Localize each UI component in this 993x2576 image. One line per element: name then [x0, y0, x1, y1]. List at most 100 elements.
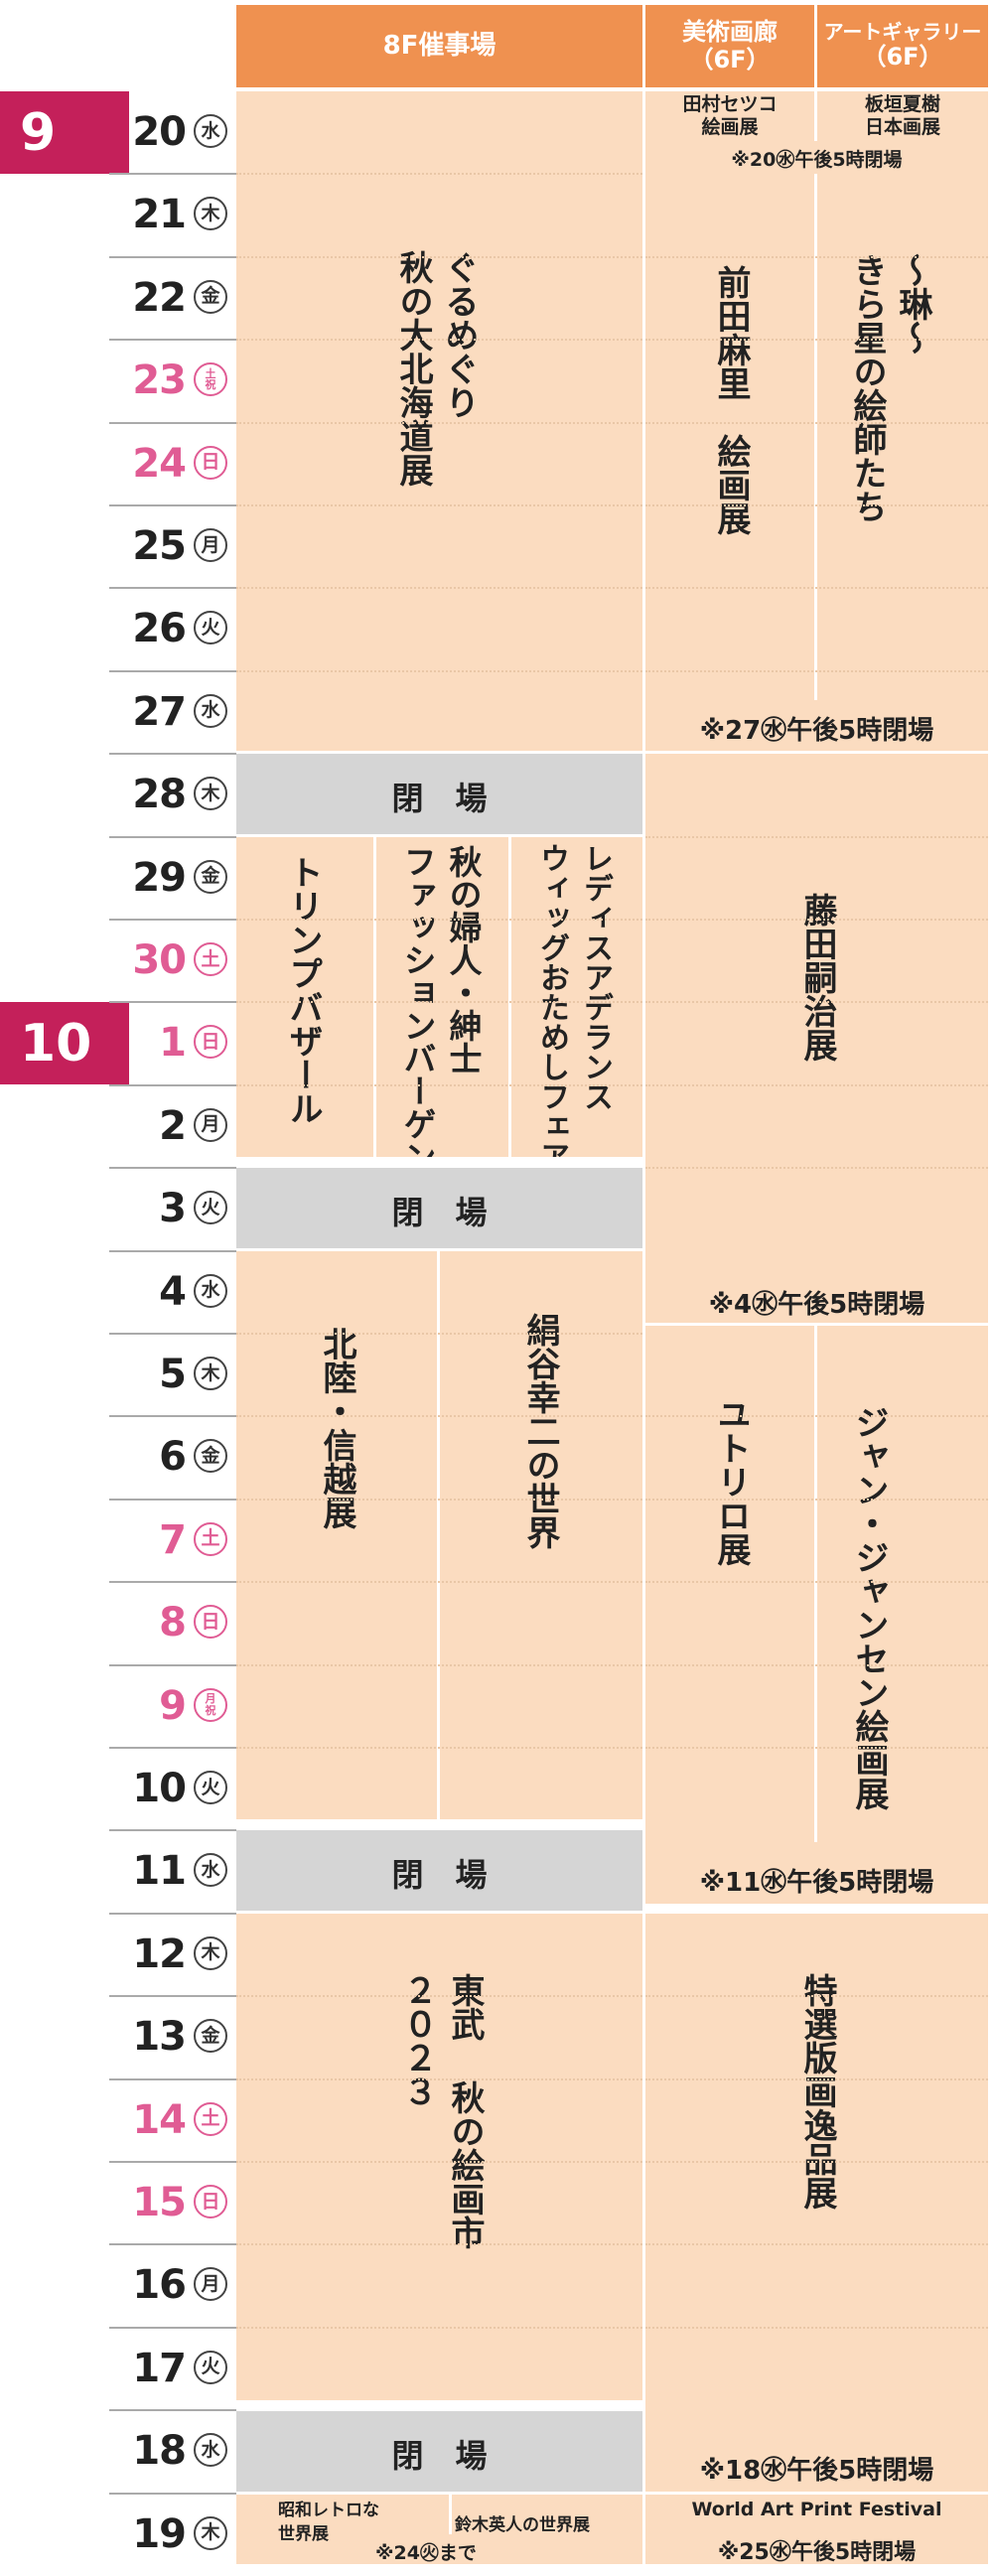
dotted-guide: [645, 421, 988, 424]
event-hokuriku: 北陸・信越展: [236, 1251, 437, 1819]
gallery-sep-a: [645, 1323, 988, 1326]
dotted-guide: [236, 2161, 642, 2163]
event-triumph: トリンプバザール: [236, 837, 373, 1157]
closed-18: 閉 場: [236, 2411, 642, 2492]
event-aderans: レディスアデランス ウィッグおためしフェア: [511, 837, 642, 1157]
dotted-guide: [645, 504, 988, 506]
dotted-guide: [236, 1663, 642, 1666]
row-divider: [109, 2243, 236, 2246]
event-kinuya: 絹谷幸二の世界: [440, 1251, 642, 1819]
weekday-badge: 土祝: [194, 362, 227, 397]
day-row: 11 水: [109, 1830, 233, 1913]
note-11: ※11㊌午後5時閉場: [699, 1868, 934, 1898]
row-divider: [109, 1001, 236, 1004]
row-divider: [109, 504, 236, 506]
note-20: ※20㊌午後5時閉場: [731, 149, 903, 171]
dotted-guide: [236, 919, 642, 921]
dotted-guide: [236, 1995, 642, 1998]
event-until-24: ※24㊋まで: [375, 2542, 477, 2564]
weekday-badge: 日: [194, 445, 227, 480]
row-divider: [109, 1747, 236, 1749]
dotted-guide: [645, 1001, 988, 1004]
weekday-badge: 月: [194, 1107, 227, 1142]
weekday-badge: 水: [194, 1853, 227, 1888]
dotted-guide: [236, 669, 642, 672]
dotted-guide: [236, 1333, 642, 1335]
day-number: 9: [159, 1682, 187, 1729]
weekday-badge: 月: [194, 528, 227, 562]
event-hokkaido: ぐるめぐり 秋の大北海道展: [236, 91, 642, 751]
day-row: 18 水: [109, 2410, 233, 2493]
weekday-badge: 土: [194, 2101, 227, 2136]
day-number: 1: [159, 1020, 187, 1067]
gallery-row-12-18: 特選版画逸品展 ※18㊌午後5時閉場: [645, 1914, 988, 2492]
header-8f-hall-label: 8F催事場: [382, 30, 496, 61]
row-divider: [109, 669, 236, 672]
event-tokusen: 特選版画逸品展: [797, 1973, 837, 2210]
row-divider: [109, 1498, 236, 1501]
dotted-guide: [645, 2077, 988, 2080]
weekday-badge: 月: [194, 2267, 227, 2302]
dotted-guide: [236, 1415, 642, 1418]
dotted-guide: [645, 587, 988, 590]
day-number: 4: [159, 1268, 187, 1315]
month-label-october: 10: [0, 1002, 129, 1084]
weekday-badge: 金: [194, 1439, 227, 1474]
dotted-guide: [645, 2243, 988, 2246]
day-number: 19: [132, 2510, 187, 2557]
closed-3: 閉 場: [236, 1168, 642, 1248]
row-divider: [109, 421, 236, 424]
day-number: 10: [132, 1766, 187, 1811]
dotted-guide: [645, 255, 988, 258]
day-row: 29 金: [109, 837, 233, 920]
weekday-badge: 日: [194, 1025, 227, 1060]
note-25: ※25㊌午後5時閉場: [717, 2540, 917, 2564]
closed-label: 閉 場: [391, 780, 488, 817]
gallery-divider-21: [814, 174, 817, 700]
row-divider: [109, 1083, 236, 1086]
weekday-badge: 木: [194, 1935, 227, 1970]
dotted-guide: [236, 1001, 642, 1004]
day-row: 16 月: [109, 2244, 233, 2327]
day-row: 14 土: [109, 2079, 233, 2162]
weekday-badge: 火: [194, 2350, 227, 2384]
gallery-row-5-11: ユトリロ展 ジャン・ジャンセン絵画展 ※11㊌午後5時閉場: [645, 1326, 988, 1904]
day-number: 18: [132, 2428, 187, 2475]
dotted-guide: [645, 669, 988, 672]
weekday-badge: 土: [194, 1521, 227, 1556]
header-gallery-b: アートギャラリー （6F）: [817, 5, 988, 87]
row-divider: [109, 1333, 236, 1335]
closed-label: 閉 場: [391, 1856, 488, 1894]
dotted-guide: [236, 1498, 642, 1501]
dotted-guide: [645, 1415, 988, 1418]
dotted-guide: [645, 1167, 988, 1170]
day-number: 6: [159, 1434, 187, 1481]
event-world-art: World Art Print Festival: [691, 2499, 942, 2520]
event-kinuya-title: 絹谷幸二の世界: [520, 1313, 560, 1549]
weekday-badge: 日: [194, 1605, 227, 1640]
header-gallery-b-line2: （6F）: [862, 43, 943, 72]
gallery-row-19: World Art Print Festival ※25㊌午後5時閉場: [645, 2495, 988, 2564]
weekday-badge: 火: [194, 1771, 227, 1804]
day-row: 20 水: [109, 91, 233, 174]
event-tobu-kaiga: 東武 秋の絵画市 ２０２３: [236, 1914, 642, 2400]
closed-11: 閉 場: [236, 1830, 642, 1911]
dotted-guide: [236, 255, 642, 258]
day-number: 30: [132, 937, 187, 983]
weekday-badge: 金: [194, 859, 227, 894]
row-divider: [109, 835, 236, 838]
header-8f-hall: 8F催事場: [236, 5, 642, 87]
weekday-badge: 月祝: [194, 1687, 227, 1722]
row-divider: [109, 1581, 236, 1584]
row-divider: [109, 919, 236, 921]
day-number: 3: [159, 1186, 187, 1232]
dotted-guide: [236, 339, 642, 342]
day-number: 28: [132, 772, 187, 818]
day-row: 25 月: [109, 505, 233, 588]
day-row: 28 木: [109, 754, 233, 836]
event-maeda: 前田麻里 絵画展: [711, 265, 751, 535]
